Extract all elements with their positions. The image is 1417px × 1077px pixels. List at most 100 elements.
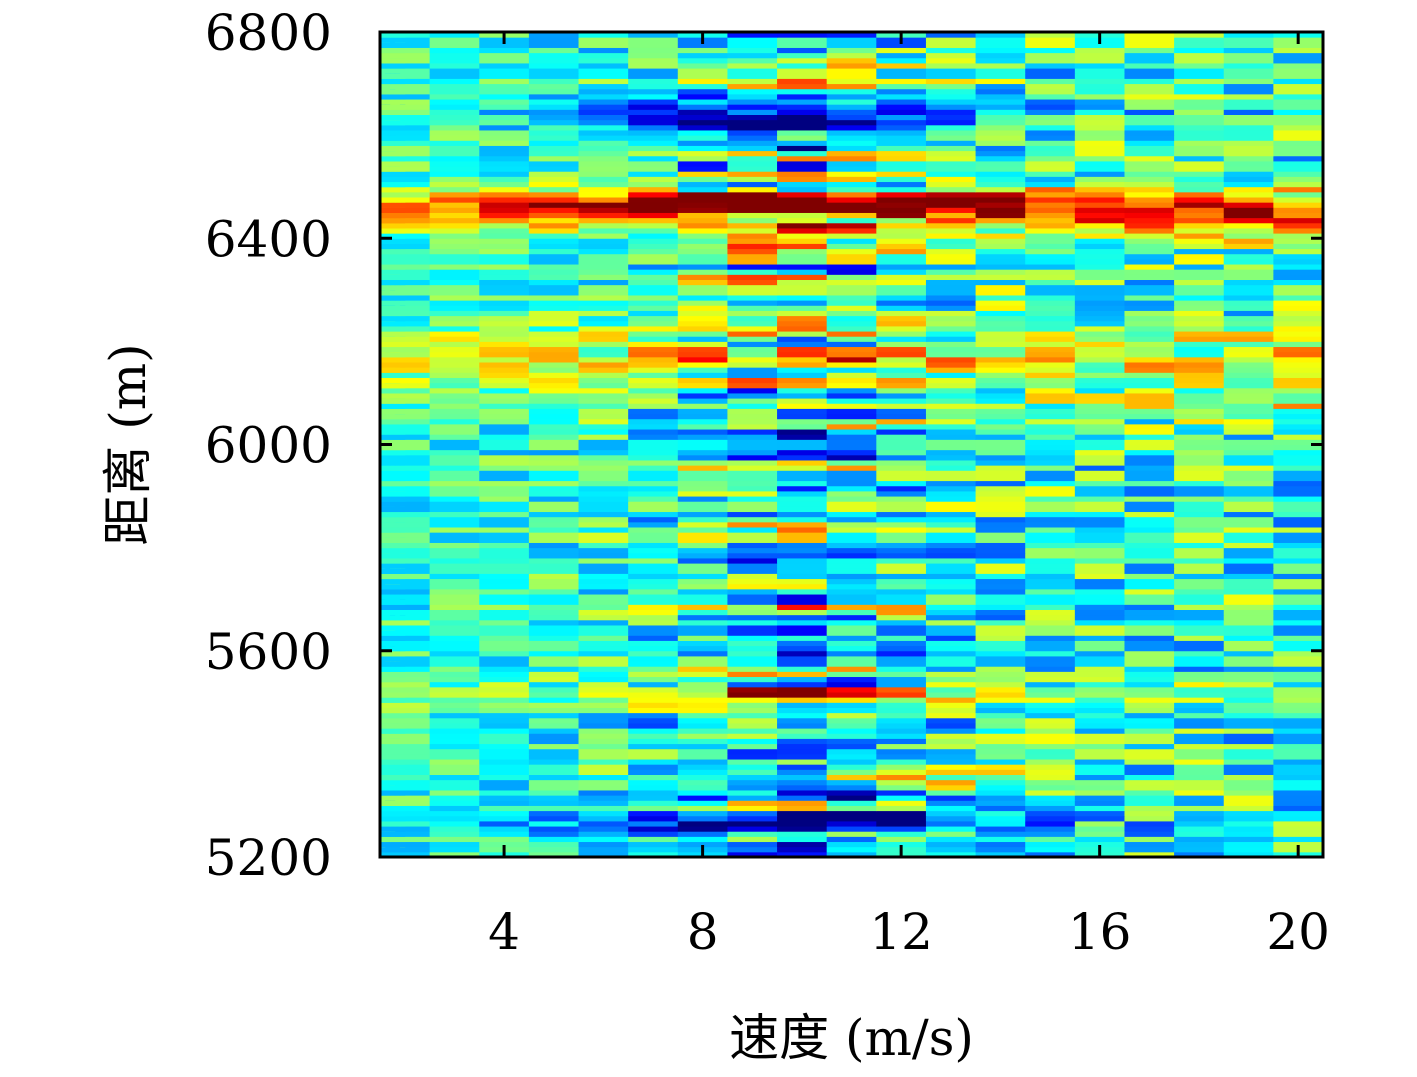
heatmap-cell bbox=[777, 155, 828, 162]
heatmap-cell bbox=[1025, 702, 1076, 708]
heatmap-cell bbox=[1025, 820, 1076, 827]
heatmap-cell bbox=[528, 78, 580, 85]
heatmap-cell bbox=[528, 150, 580, 157]
heatmap-cell bbox=[975, 408, 1026, 415]
heatmap-cell bbox=[826, 227, 877, 234]
heatmap-cell bbox=[578, 444, 629, 451]
heatmap-cell bbox=[578, 810, 629, 817]
heatmap-cell bbox=[1124, 722, 1175, 729]
heatmap-cell bbox=[1273, 599, 1324, 605]
heatmap-cell bbox=[826, 341, 877, 348]
heatmap-cell bbox=[628, 62, 679, 69]
heatmap-cell bbox=[1273, 630, 1324, 636]
heatmap-cell bbox=[925, 336, 977, 342]
heatmap-cell bbox=[429, 779, 480, 786]
heatmap-cell bbox=[727, 62, 778, 69]
heatmap-cell bbox=[975, 697, 1026, 703]
heatmap-cell bbox=[777, 624, 828, 631]
heatmap-cell bbox=[528, 552, 580, 559]
heatmap-cell bbox=[677, 351, 728, 358]
heatmap-cell bbox=[876, 145, 927, 152]
heatmap-cell bbox=[925, 331, 977, 337]
heatmap-cell bbox=[1025, 661, 1076, 667]
heatmap-cell bbox=[1074, 650, 1125, 657]
heatmap-cell bbox=[1025, 748, 1076, 755]
heatmap-cell bbox=[925, 150, 977, 157]
heatmap-cell bbox=[1223, 135, 1274, 141]
heatmap-cell bbox=[925, 171, 977, 177]
heatmap-cell bbox=[528, 93, 580, 100]
heatmap-cell bbox=[628, 810, 679, 817]
heatmap-cell bbox=[727, 795, 778, 801]
heatmap-cell bbox=[975, 532, 1026, 538]
heatmap-cell bbox=[429, 454, 480, 461]
heatmap-cell bbox=[777, 351, 828, 358]
heatmap-cell bbox=[876, 599, 927, 605]
heatmap-cell bbox=[1273, 826, 1324, 832]
heatmap-cell bbox=[777, 222, 828, 229]
heatmap-cell bbox=[727, 511, 778, 518]
heatmap-cell bbox=[380, 222, 431, 229]
heatmap-cell bbox=[628, 506, 679, 513]
heatmap-cell bbox=[1124, 820, 1175, 827]
heatmap-cell bbox=[1124, 99, 1175, 105]
heatmap-cell bbox=[876, 202, 927, 208]
heatmap-cell bbox=[1124, 47, 1175, 54]
heatmap-cell bbox=[925, 124, 977, 131]
heatmap-cell bbox=[479, 521, 530, 528]
heatmap-cell bbox=[1124, 810, 1175, 817]
heatmap-cell bbox=[925, 475, 977, 482]
heatmap-cell bbox=[975, 496, 1026, 502]
heatmap-cell bbox=[727, 444, 778, 451]
heatmap-cell bbox=[429, 176, 480, 183]
heatmap-cell bbox=[578, 382, 629, 389]
heatmap-cell bbox=[628, 135, 679, 141]
heatmap-cell bbox=[578, 826, 629, 832]
heatmap-cell bbox=[1025, 284, 1076, 291]
heatmap-cell bbox=[1174, 485, 1225, 492]
heatmap-cell bbox=[777, 434, 828, 440]
heatmap-cell bbox=[975, 382, 1026, 389]
heatmap-cell bbox=[578, 815, 629, 822]
heatmap-cell bbox=[975, 599, 1026, 605]
heatmap-cell bbox=[380, 805, 431, 812]
heatmap-cell bbox=[628, 129, 679, 136]
heatmap-cell bbox=[578, 418, 629, 425]
heatmap-cell bbox=[380, 315, 431, 322]
heatmap-cell bbox=[826, 444, 877, 451]
heatmap-cell bbox=[777, 707, 828, 714]
heatmap-cell bbox=[1124, 392, 1175, 399]
heatmap-cell bbox=[479, 346, 530, 353]
heatmap-cell bbox=[628, 227, 679, 234]
heatmap-cell bbox=[380, 264, 431, 270]
heatmap-cell bbox=[826, 738, 877, 745]
heatmap-cell bbox=[777, 506, 828, 513]
heatmap-cell bbox=[1223, 140, 1274, 146]
heatmap-cell bbox=[1124, 511, 1175, 518]
heatmap-cell bbox=[826, 630, 877, 636]
heatmap-cell bbox=[1074, 454, 1125, 461]
heatmap-cell bbox=[429, 686, 480, 693]
heatmap-cell bbox=[528, 207, 580, 213]
heatmap-cell bbox=[727, 310, 778, 317]
heatmap-cell bbox=[1025, 52, 1076, 59]
heatmap-cell bbox=[826, 573, 877, 580]
heatmap-cell bbox=[826, 119, 877, 126]
heatmap-cell bbox=[1223, 62, 1274, 69]
heatmap-cell bbox=[777, 609, 828, 616]
heatmap-cell bbox=[1025, 68, 1076, 74]
heatmap-cell bbox=[727, 382, 778, 389]
heatmap-cell bbox=[925, 542, 977, 549]
heatmap-cell bbox=[777, 475, 828, 482]
heatmap-cell bbox=[925, 583, 977, 590]
heatmap-cell bbox=[677, 119, 728, 126]
heatmap-cell bbox=[479, 717, 530, 724]
heatmap-cell bbox=[925, 300, 977, 306]
heatmap-cell bbox=[677, 795, 728, 801]
heatmap-cell bbox=[1223, 573, 1274, 580]
heatmap-cell bbox=[528, 315, 580, 322]
heatmap-cell bbox=[826, 73, 877, 79]
heatmap-cell bbox=[528, 568, 580, 574]
heatmap-cell bbox=[1025, 104, 1076, 110]
heatmap-cell bbox=[1273, 733, 1324, 739]
